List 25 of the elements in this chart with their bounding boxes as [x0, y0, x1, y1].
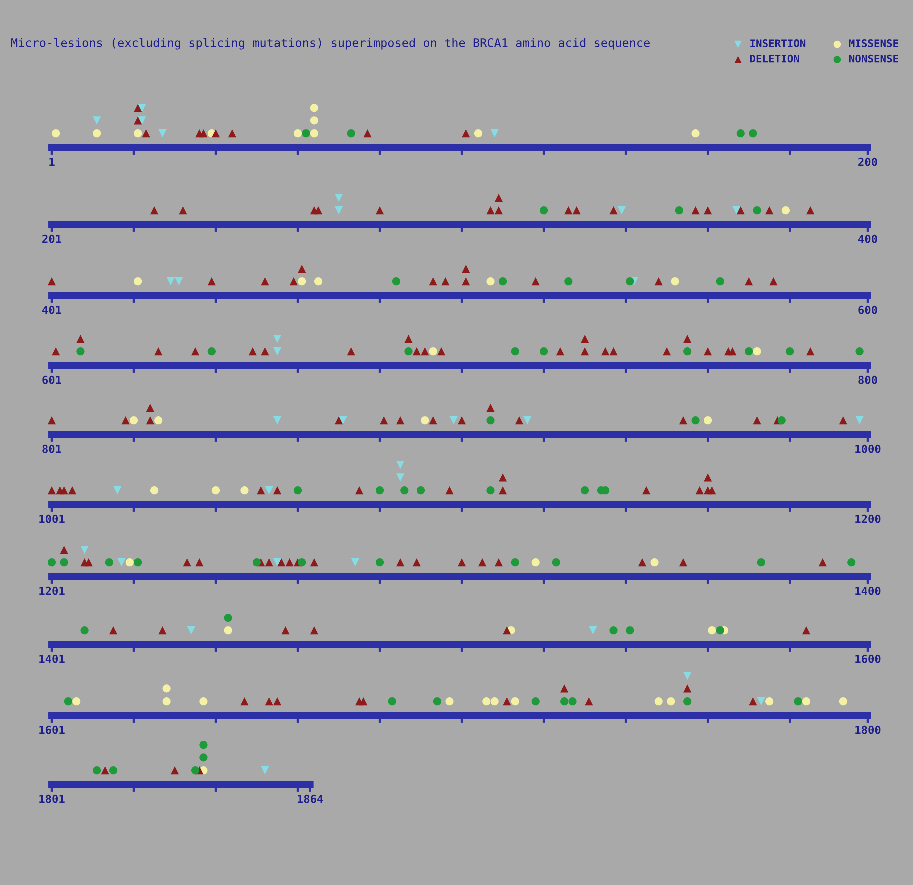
x-tick-label: 1200 — [856, 514, 881, 524]
x-tick-label: 1001 — [40, 514, 65, 524]
legend-label: NONSENSE — [849, 54, 898, 63]
x-tick-label: 601 — [42, 376, 62, 384]
legend-label: DELETION — [750, 54, 800, 63]
x-tick-label: 1201 — [40, 586, 65, 596]
x-tick-label: 1 — [50, 158, 55, 166]
legend-label: MISSENSE — [849, 40, 898, 48]
x-tick-label: 1864 — [298, 794, 324, 804]
x-tick-label: 1400 — [856, 586, 881, 596]
x-tick-label: 400 — [858, 234, 878, 244]
x-tick-label: 600 — [858, 306, 878, 314]
x-tick-label: 201 — [42, 234, 62, 244]
x-tick-label: 801 — [42, 444, 62, 454]
x-tick-label: 800 — [858, 376, 878, 384]
x-tick-label: 200 — [858, 158, 878, 166]
chart-title: Micro-lesions (excluding splicing mutations) superimposed on the BRCA1 amino acid sequence — [11, 38, 650, 50]
x-tick-label: 1600 — [856, 654, 881, 664]
x-tick-label: 1401 — [40, 654, 65, 664]
x-tick-label: 401 — [42, 306, 62, 314]
legend-label: INSERTION — [750, 40, 806, 48]
x-tick-label: 1601 — [40, 726, 65, 734]
x-tick-label: 1000 — [856, 444, 881, 454]
x-tick-label: 1801 — [40, 794, 65, 804]
x-tick-label: 1800 — [856, 726, 881, 734]
